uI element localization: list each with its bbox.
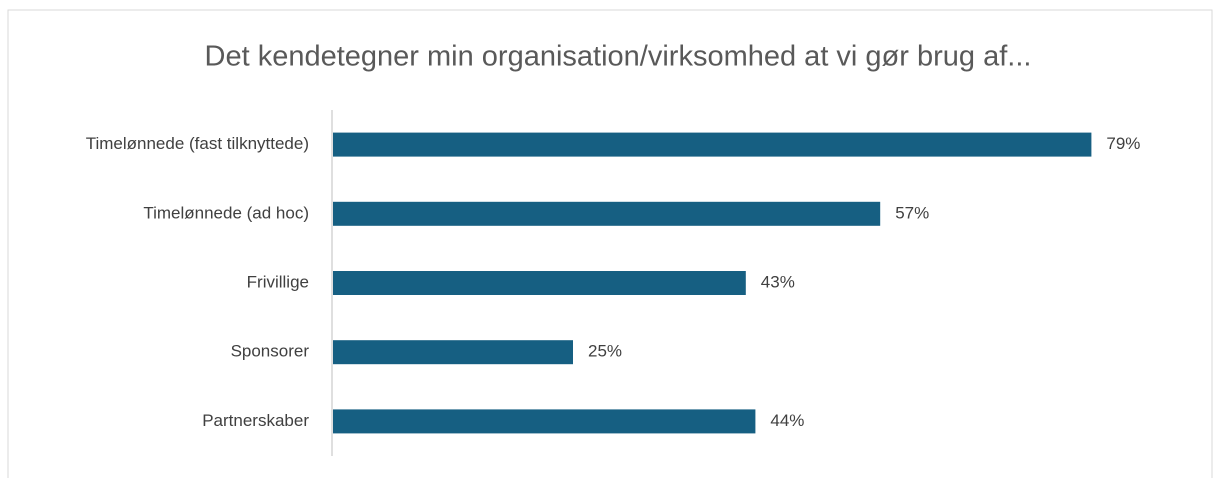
data-label: 43% — [761, 272, 795, 291]
chart-title: Det kendetegner min organisation/virksom… — [205, 41, 1032, 73]
data-label: 44% — [770, 411, 804, 430]
bar — [333, 271, 746, 295]
data-label: 25% — [588, 342, 622, 361]
bar — [333, 409, 756, 434]
y-tick-label: Partnerskaber — [202, 411, 309, 430]
bar — [333, 340, 573, 365]
y-tick-label: Timelønnede (fast tilknyttede) — [86, 134, 309, 153]
chart-frame — [7, 9, 1213, 478]
data-label: 57% — [895, 203, 929, 222]
data-label: 79% — [1106, 134, 1140, 153]
y-tick-label: Sponsorer — [231, 342, 310, 361]
bar — [333, 201, 881, 226]
y-tick-label: Frivillige — [247, 272, 309, 291]
bar — [333, 132, 1092, 157]
y-tick-label: Timelønnede (ad hoc) — [143, 203, 309, 222]
